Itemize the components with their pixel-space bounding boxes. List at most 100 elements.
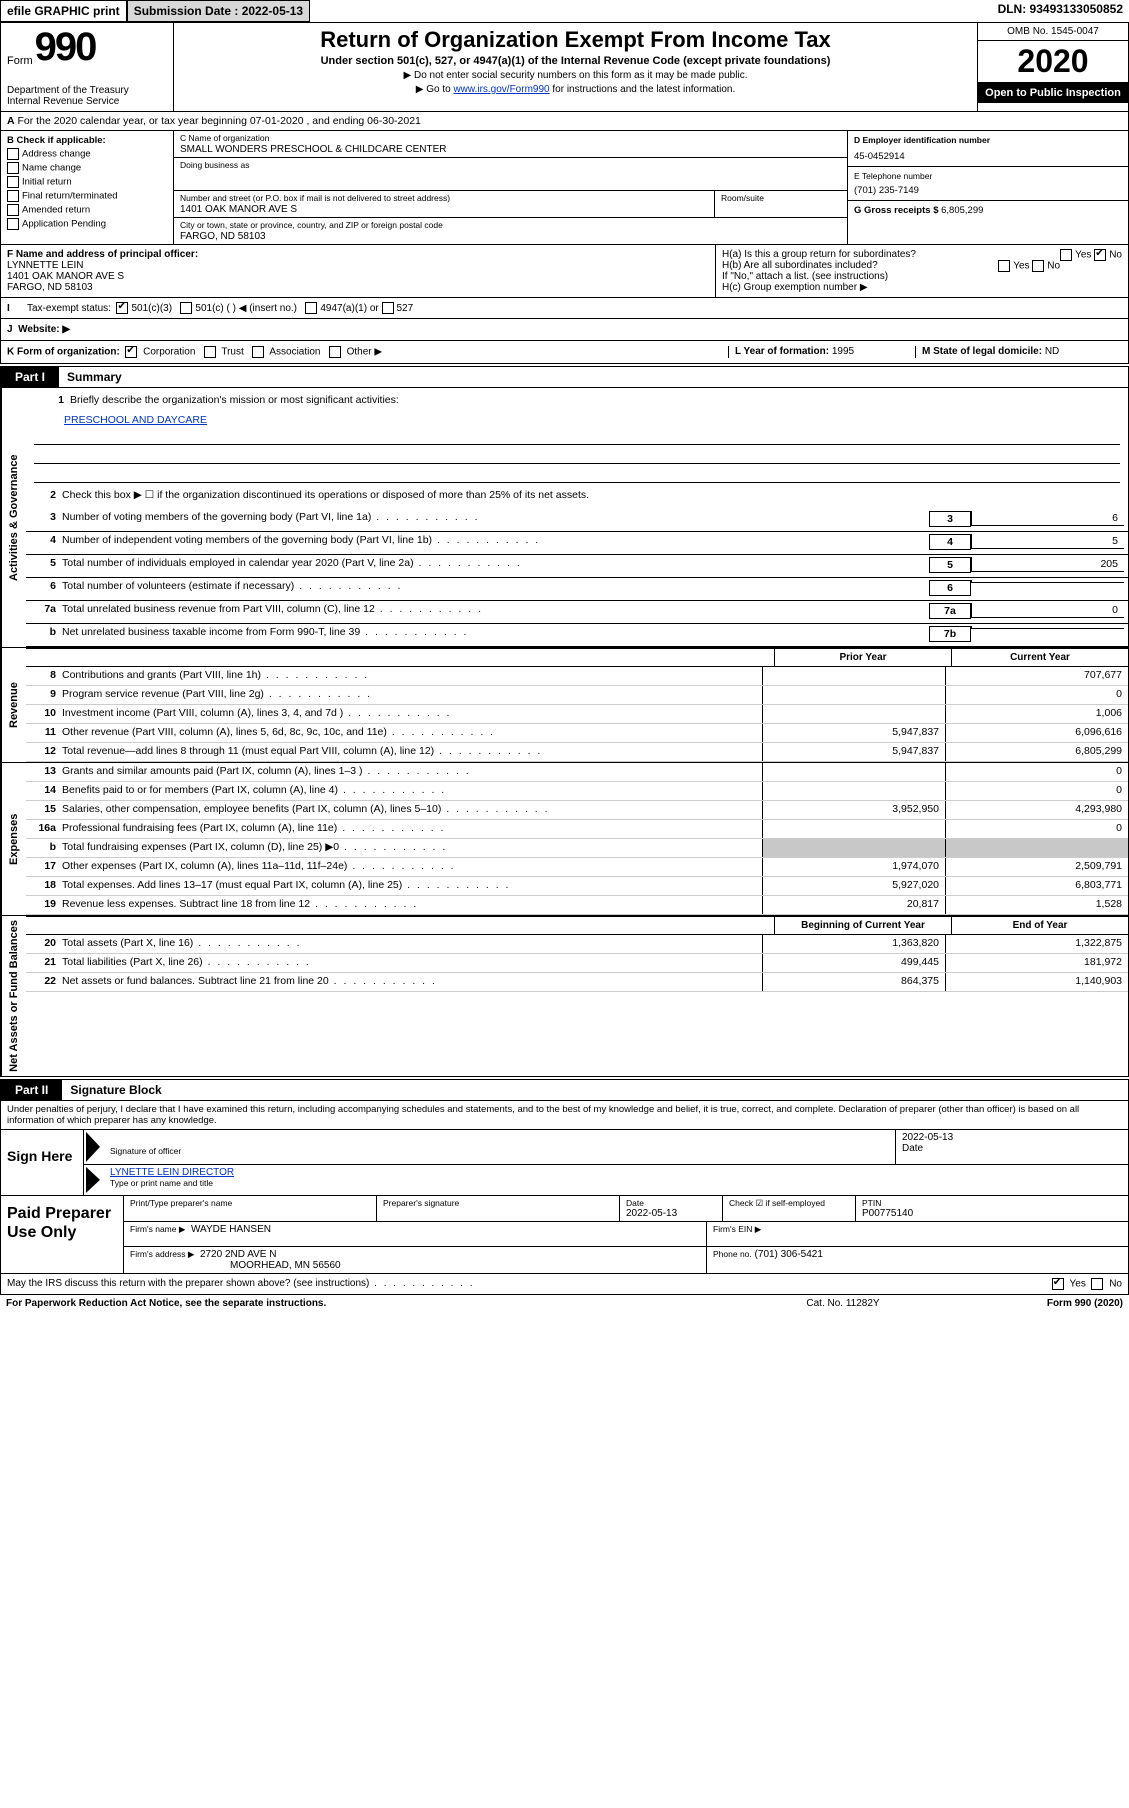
tax-year: 2020 xyxy=(978,41,1128,83)
hb-yes: Yes xyxy=(1013,261,1029,272)
officer-name-link[interactable]: LYNETTE LEIN DIRECTOR xyxy=(110,1167,234,1178)
opt-501c3: 501(c)(3) xyxy=(131,303,172,314)
chk-name-change[interactable] xyxy=(7,162,19,174)
dba-label: Doing business as xyxy=(180,160,841,170)
opt-527: 527 xyxy=(397,303,414,314)
current-year-header: Current Year xyxy=(951,649,1128,666)
line-box: 6 xyxy=(929,580,971,596)
side-expenses: Expenses xyxy=(1,763,26,915)
officer-addr1: 1401 OAK MANOR AVE S xyxy=(7,271,709,282)
street-value: 1401 OAK MANOR AVE S xyxy=(180,204,708,215)
line-text: Total expenses. Add lines 13–17 (must eq… xyxy=(62,877,762,895)
label-a: A xyxy=(7,115,15,127)
chk-association[interactable] xyxy=(252,346,264,358)
ptin-value: P00775140 xyxy=(862,1208,913,1219)
arrow-icon xyxy=(86,1167,100,1193)
chk-trust[interactable] xyxy=(204,346,216,358)
chk-final-return[interactable] xyxy=(7,190,19,202)
current-value: 1,140,903 xyxy=(945,973,1128,991)
e-label: E Telephone number xyxy=(854,171,1122,181)
submission-date-button[interactable]: Submission Date : 2022-05-13 xyxy=(127,0,310,22)
gross-receipts: 6,805,299 xyxy=(941,205,983,216)
c-name-label: C Name of organization xyxy=(180,133,841,143)
sub3-pre: Go to xyxy=(426,84,453,95)
fin-row: 12Total revenue—add lines 8 through 11 (… xyxy=(26,743,1128,762)
line-number: 21 xyxy=(26,954,62,972)
line-text: Contributions and grants (Part VIII, lin… xyxy=(62,667,762,685)
d-label: D Employer identification number xyxy=(854,135,1122,145)
city-label: City or town, state or province, country… xyxy=(180,220,841,230)
ha-yes-chk[interactable] xyxy=(1060,249,1072,261)
prior-value: 499,445 xyxy=(762,954,945,972)
gov-row: bNet unrelated business taxable income f… xyxy=(26,624,1128,647)
chk-address-change[interactable] xyxy=(7,148,19,160)
line-text: Net unrelated business taxable income fr… xyxy=(62,626,929,638)
line-text: Net assets or fund balances. Subtract li… xyxy=(62,973,762,991)
chk-501c3[interactable] xyxy=(116,302,128,314)
prior-value xyxy=(762,763,945,781)
chk-4947[interactable] xyxy=(305,302,317,314)
line-text: Total number of individuals employed in … xyxy=(62,557,929,569)
expenses-block: Expenses 13Grants and similar amounts pa… xyxy=(0,763,1129,916)
prior-value: 5,947,837 xyxy=(762,743,945,761)
chk-app-pending[interactable] xyxy=(7,218,19,230)
ha-text: H(a) Is this a group return for subordin… xyxy=(722,249,916,260)
end-year-header: End of Year xyxy=(951,917,1128,934)
f-label: F Name and address of principal officer: xyxy=(7,249,709,260)
efile-label: efile GRAPHIC print xyxy=(0,0,127,22)
form990-link[interactable]: www.irs.gov/Form990 xyxy=(453,84,549,95)
ein-value: 45-0452914 xyxy=(854,151,1122,162)
chk-initial-return[interactable] xyxy=(7,176,19,188)
current-value: 1,528 xyxy=(945,896,1128,914)
chk-other[interactable] xyxy=(329,346,341,358)
chk-501c[interactable] xyxy=(180,302,192,314)
line-number: b xyxy=(26,626,62,638)
line-number: 17 xyxy=(26,858,62,876)
k-label: K Form of organization: xyxy=(7,347,120,358)
line-number: 18 xyxy=(26,877,62,895)
hb-no-chk[interactable] xyxy=(1032,260,1044,272)
current-value xyxy=(945,839,1128,857)
opt-final-return: Final return/terminated xyxy=(22,191,118,202)
line-number: 6 xyxy=(26,580,62,592)
mission-text[interactable]: PRESCHOOL AND DAYCARE xyxy=(64,414,207,426)
dln-label: DLN: 93493133050852 xyxy=(992,0,1129,22)
line-value: 5 xyxy=(971,534,1124,549)
prior-value xyxy=(762,686,945,704)
fin-row: 13Grants and similar amounts paid (Part … xyxy=(26,763,1128,782)
paperwork-notice: For Paperwork Reduction Act Notice, see … xyxy=(6,1298,743,1309)
ha-no-chk[interactable] xyxy=(1094,249,1106,261)
opt-501c: 501(c) ( ) ◀ (insert no.) xyxy=(195,303,297,314)
part-1-header: Part I Summary xyxy=(0,366,1129,388)
chk-527[interactable] xyxy=(382,302,394,314)
line-text: Other revenue (Part VIII, column (A), li… xyxy=(62,724,762,742)
line-text: Investment income (Part VIII, column (A)… xyxy=(62,705,762,723)
chk-corporation[interactable] xyxy=(125,346,137,358)
dept-line-1: Department of the Treasury xyxy=(7,85,167,96)
current-value: 6,096,616 xyxy=(945,724,1128,742)
line-box: 7b xyxy=(929,626,971,642)
hb-yes-chk[interactable] xyxy=(998,260,1010,272)
prep-date-value: 2022-05-13 xyxy=(626,1208,677,1219)
line-text: Total unrelated business revenue from Pa… xyxy=(62,603,929,615)
section-c: C Name of organization SMALL WONDERS PRE… xyxy=(174,131,847,244)
form-edition: Form 990 (2020) xyxy=(943,1298,1123,1309)
hb-no: No xyxy=(1047,261,1060,272)
irs-yes-chk[interactable] xyxy=(1052,1278,1064,1290)
ha-no: No xyxy=(1109,250,1122,261)
subtitle-3: Go to www.irs.gov/Form990 for instructio… xyxy=(182,84,969,95)
fin-row: 18Total expenses. Add lines 13–17 (must … xyxy=(26,877,1128,896)
line-box: 3 xyxy=(929,511,971,527)
irs-no-chk[interactable] xyxy=(1091,1278,1103,1290)
officer-name-label: Type or print name and title xyxy=(110,1178,1122,1188)
current-value: 2,509,791 xyxy=(945,858,1128,876)
firm-addr1: 2720 2ND AVE N xyxy=(200,1249,277,1260)
line-text: Benefits paid to or for members (Part IX… xyxy=(62,782,762,800)
line-number: 20 xyxy=(26,935,62,953)
chk-amended[interactable] xyxy=(7,204,19,216)
side-netassets: Net Assets or Fund Balances xyxy=(1,916,26,1076)
f-h-row: F Name and address of principal officer:… xyxy=(0,245,1129,298)
irs-yes: Yes xyxy=(1070,1278,1086,1289)
fin-row: 15Salaries, other compensation, employee… xyxy=(26,801,1128,820)
line-number: b xyxy=(26,839,62,857)
